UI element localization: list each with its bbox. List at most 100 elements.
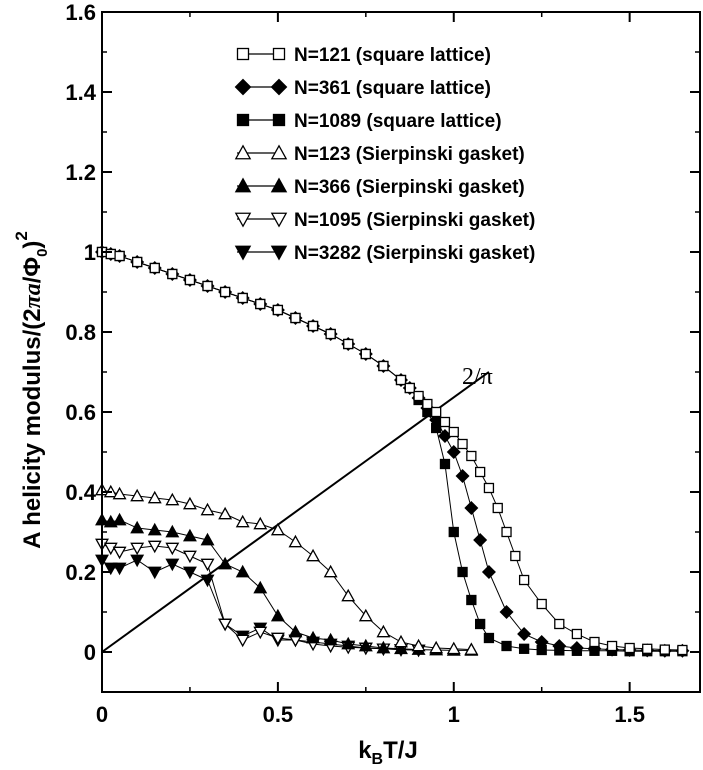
data-point <box>624 642 635 654</box>
data-point <box>510 550 521 562</box>
y-tick-label: 1.4 <box>65 80 96 105</box>
y-tick-label: 0.2 <box>65 560 96 585</box>
series-7 <box>95 554 426 658</box>
data-point <box>554 618 565 630</box>
data-point <box>130 520 145 534</box>
legend-marker <box>270 212 288 228</box>
x-tick-label: 0 <box>96 702 108 727</box>
data-point <box>457 438 468 450</box>
data-point <box>677 644 688 656</box>
data-point <box>483 482 495 494</box>
data-point <box>483 632 495 644</box>
data-point <box>105 248 116 260</box>
data-point <box>481 565 496 579</box>
two-over-pi-line <box>101 371 490 653</box>
data-point <box>306 630 321 644</box>
data-point <box>255 298 266 310</box>
data-point <box>130 488 145 502</box>
data-point <box>288 534 303 548</box>
x-tick-label: 1 <box>448 702 460 727</box>
data-point <box>165 524 180 538</box>
legend: N=121 (square lattice) N=361 (square latt… <box>234 45 535 264</box>
legend-marker <box>234 78 252 96</box>
data-point <box>219 286 231 298</box>
data-point <box>325 328 336 340</box>
y-tick-label: 0 <box>84 640 96 665</box>
data-point <box>323 632 338 646</box>
data-point <box>501 526 512 538</box>
data-point <box>413 390 424 402</box>
data-point <box>431 406 442 418</box>
legend-marker <box>270 144 288 160</box>
data-point <box>182 528 197 542</box>
series-line <box>101 251 683 652</box>
data-point <box>378 360 389 372</box>
data-point <box>517 627 532 641</box>
data-point <box>429 640 444 654</box>
data-point <box>439 458 451 470</box>
legend-entry: N=366 (Sierpinski gasket) <box>234 177 525 198</box>
data-point <box>147 522 162 536</box>
y-tick-label: 0.6 <box>65 400 96 425</box>
data-point <box>446 641 461 655</box>
data-point <box>149 262 160 274</box>
data-point <box>270 522 285 536</box>
y-tick-label: 0.8 <box>65 320 96 345</box>
x-tick-label: 0.5 <box>263 702 294 727</box>
series-4 <box>95 482 479 655</box>
data-point <box>165 558 180 572</box>
legend-marker <box>234 245 252 261</box>
data-point <box>218 506 233 520</box>
legend-marker <box>236 47 250 61</box>
data-point <box>130 542 145 556</box>
data-point <box>464 642 479 655</box>
legend-label: N=1095 (Sierpinski gasket) <box>294 210 535 231</box>
data-point <box>184 274 196 286</box>
data-point <box>112 486 127 500</box>
data-point <box>404 382 415 394</box>
legend-label: N=361 (square lattice) <box>294 78 491 99</box>
data-point <box>103 562 118 576</box>
data-point <box>182 550 197 564</box>
data-point <box>341 636 356 650</box>
data-point <box>290 312 301 324</box>
data-point <box>376 624 391 638</box>
series-6 <box>95 538 426 658</box>
data-point <box>439 416 451 428</box>
legend-marker <box>270 177 288 193</box>
data-point <box>358 608 373 622</box>
series-line <box>101 519 472 651</box>
y-axis-label: A helicity modulus/(2πa/Φ0)2 <box>12 231 51 549</box>
data-point <box>552 639 567 653</box>
series-2 <box>95 245 690 658</box>
data-point <box>499 605 514 619</box>
data-point <box>147 566 162 580</box>
legend-marker <box>236 113 250 127</box>
data-point <box>395 374 407 386</box>
data-point <box>165 542 180 556</box>
legend-marker <box>234 144 252 160</box>
data-point <box>253 580 268 594</box>
series-1 <box>96 246 688 656</box>
data-point <box>114 250 125 262</box>
data-point <box>147 540 162 554</box>
data-point <box>182 496 197 510</box>
data-point <box>358 638 373 652</box>
y-tick-label: 1.2 <box>65 160 96 185</box>
data-point <box>202 280 213 292</box>
legend-label: N=121 (square lattice) <box>294 45 491 66</box>
data-point <box>642 643 653 654</box>
data-point <box>411 638 426 652</box>
data-point <box>112 562 127 576</box>
legend-entry: N=3282 (Sierpinski gasket) <box>234 243 535 264</box>
legend-marker <box>270 245 288 261</box>
data-point <box>200 532 215 546</box>
data-point <box>341 588 356 602</box>
legend-marker <box>270 78 288 96</box>
data-point <box>200 574 215 588</box>
data-point <box>455 469 470 483</box>
legend-marker <box>272 47 286 61</box>
data-point <box>200 502 215 516</box>
x-tick-label: 1.5 <box>614 702 645 727</box>
